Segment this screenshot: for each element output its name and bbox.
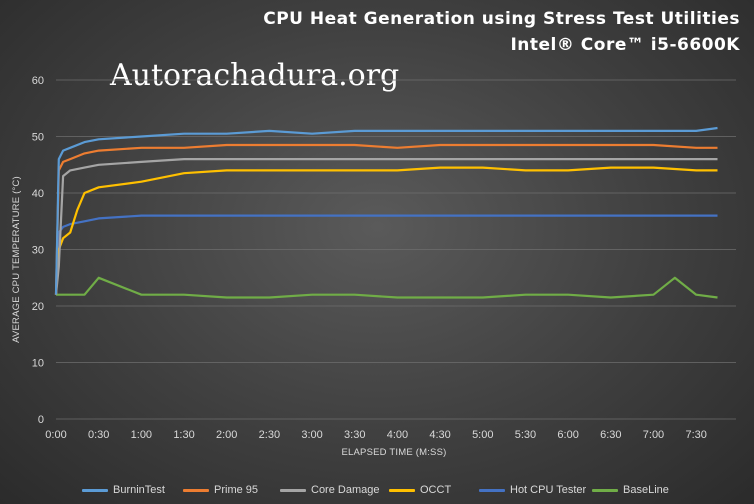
legend-item: Hot CPU Tester <box>479 484 586 496</box>
y-tick-label: 60 <box>32 75 44 87</box>
legend-item: OCCT <box>389 484 451 496</box>
legend-item: BurninTest <box>82 484 165 496</box>
legend-swatch <box>479 488 505 492</box>
legend-label: BaseLine <box>623 484 669 496</box>
line-chart: 0 10 20 30 40 50 60 0:00 0:30 1:00 1:30 2:00 2:30 3:0… <box>11 75 736 458</box>
y-tick-label: 20 <box>32 301 44 313</box>
x-tick-label: 2:30 <box>259 429 280 441</box>
legend-swatch <box>389 488 415 492</box>
x-tick-label: 2:00 <box>216 429 237 441</box>
x-tick-label: 0:00 <box>45 429 66 441</box>
legend-swatch <box>280 488 306 492</box>
series-line-prime-95 <box>54 143 718 295</box>
y-tick-label: 40 <box>32 188 44 200</box>
legend-swatch <box>183 488 209 492</box>
legend-item: BaseLine <box>592 484 669 496</box>
legend-swatch <box>592 488 618 492</box>
chart-legend: BurninTest Prime 95 Core Damage OCCT Hot CPU… <box>0 482 754 502</box>
legend-label: BurninTest <box>113 484 165 496</box>
legend-label: OCCT <box>420 484 452 496</box>
chart-title: CPU Heat Generation using Stress Test Ut… <box>263 6 740 58</box>
y-tick-label: 50 <box>32 132 44 144</box>
y-tick-label: 10 <box>32 358 44 370</box>
y-tick-label: 0 <box>38 414 44 426</box>
x-tick-label: 7:30 <box>685 429 706 441</box>
legend-swatch <box>82 488 108 492</box>
x-tick-label: 7:00 <box>643 429 664 441</box>
x-axis-title: ELAPSED TIME (M:SS) <box>342 447 447 458</box>
legend-label: Hot CPU Tester <box>510 484 587 496</box>
x-tick-label: 0:30 <box>88 429 109 441</box>
chart-title-line2: Intel® Core™ i5-6600K <box>510 35 740 55</box>
y-axis-title: AVERAGE CPU TEMPERATURE (°C) <box>11 176 22 343</box>
x-tick-label: 4:30 <box>429 429 450 441</box>
chart-title-line1: CPU Heat Generation using Stress Test Ut… <box>263 9 740 29</box>
x-tick-label: 1:00 <box>131 429 152 441</box>
legend-item: Core Damage <box>280 484 379 496</box>
series-line-baseline <box>56 276 718 299</box>
x-tick-label: 5:30 <box>515 429 536 441</box>
series-line-hot-cpu-tester <box>54 214 718 295</box>
legend-label: Core Damage <box>311 484 380 496</box>
legend-item: Prime 95 <box>183 484 258 496</box>
x-tick-label: 6:00 <box>557 429 578 441</box>
series-line-burnintest <box>54 126 718 295</box>
x-tick-label: 3:30 <box>344 429 365 441</box>
x-tick-label: 6:30 <box>600 429 621 441</box>
x-tick-label: 4:00 <box>387 429 408 441</box>
series-line-occt <box>54 166 718 295</box>
x-tick-label: 1:30 <box>173 429 194 441</box>
watermark-text: Autorachadura.org <box>110 58 400 93</box>
x-tick-label: 5:00 <box>472 429 493 441</box>
y-tick-label: 30 <box>32 245 44 257</box>
series-line-core-damage <box>54 158 718 295</box>
legend-label: Prime 95 <box>214 484 259 496</box>
x-tick-label: 3:00 <box>301 429 322 441</box>
